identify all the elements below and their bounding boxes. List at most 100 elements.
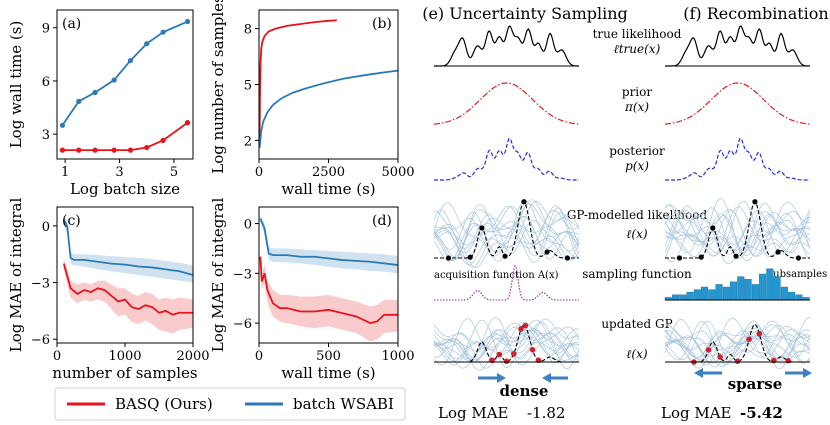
title-uncertainty-sampling: (e) Uncertainty Sampling bbox=[422, 4, 628, 23]
math-posterior: p(x) bbox=[625, 159, 649, 173]
ytick-label-c: −6 bbox=[31, 333, 50, 348]
panel-tag-b: (b) bbox=[372, 16, 392, 32]
gp-observation-left bbox=[544, 249, 550, 255]
true-likelihood-curve-left bbox=[434, 25, 579, 67]
label-posterior: posterior bbox=[609, 144, 665, 158]
new-sample-right bbox=[756, 330, 763, 337]
math-prior: π(x) bbox=[624, 100, 649, 114]
dense-arrows bbox=[478, 373, 568, 383]
ytick-label-a: 3 bbox=[42, 128, 50, 143]
new-sample-left bbox=[522, 322, 529, 329]
xtick-label-d: 0 bbox=[255, 349, 263, 364]
gp-observation-left bbox=[467, 254, 473, 260]
gp-observation-right bbox=[752, 199, 758, 205]
legend-basq-label: BASQ (Ours) bbox=[115, 395, 213, 413]
subsample-hist-bar bbox=[715, 284, 723, 301]
series-basq-d bbox=[259, 256, 398, 325]
point-basq-a bbox=[144, 144, 150, 151]
gp-observation-right bbox=[733, 253, 739, 259]
band-basq-d bbox=[260, 250, 398, 342]
xtick-label-c: 2000 bbox=[176, 349, 209, 364]
point-basq-a bbox=[184, 120, 191, 126]
gp-observation-left bbox=[564, 255, 571, 261]
series-basq-c bbox=[62, 263, 193, 316]
gp-observation-left bbox=[521, 199, 527, 205]
illustration-right bbox=[664, 25, 811, 370]
gp-observation-right bbox=[775, 249, 781, 255]
legend: BASQ (Ours) batch WSABI bbox=[54, 387, 406, 421]
xtick-label-b: 0 bbox=[255, 165, 263, 180]
series-wsabi-b bbox=[259, 69, 398, 148]
acquisition-curve-left bbox=[434, 264, 579, 301]
ytick-label-b: 5 bbox=[244, 79, 252, 94]
ytick-label-b: 2 bbox=[244, 134, 252, 149]
subsample-hist-bar bbox=[693, 289, 701, 301]
xtick-label-b: 2500 bbox=[312, 165, 345, 180]
gp-observation-left bbox=[445, 255, 452, 261]
subsample-hist-bar bbox=[795, 294, 803, 301]
gp-samples-left bbox=[433, 199, 580, 268]
new-sample-left bbox=[518, 326, 524, 332]
sparse-arrows bbox=[694, 368, 812, 378]
new-sample-right bbox=[746, 336, 752, 343]
mae-value-left: -1.82 bbox=[527, 404, 565, 422]
plot-area-c bbox=[62, 216, 193, 334]
series-wsabi-d bbox=[259, 218, 398, 266]
subsample-hist-bar bbox=[722, 286, 730, 301]
subsample-hist-bar bbox=[701, 286, 709, 301]
subsample-hist-bar bbox=[679, 294, 687, 301]
true-likelihood-curve-right bbox=[665, 25, 810, 67]
subsample-hist-bar bbox=[766, 268, 774, 301]
label-true-likelihood: true likelihood bbox=[593, 27, 682, 41]
updated-gp-samples-left bbox=[433, 317, 580, 371]
new-sample-left bbox=[503, 358, 510, 365]
xlabel-a: Log batch size bbox=[70, 180, 180, 198]
ylabel-a: Log wall time (s) bbox=[7, 21, 25, 149]
series-basq-b bbox=[259, 19, 337, 141]
subsample-hist-bar bbox=[788, 292, 796, 301]
ytick-label-c: 0 bbox=[42, 220, 50, 235]
row-labels: true likelihood ℓtrue(x) prior π(x) post… bbox=[567, 27, 708, 361]
plot-area-b bbox=[259, 19, 398, 148]
band-wsabi-c bbox=[63, 216, 193, 283]
gp-observation-right bbox=[795, 255, 802, 261]
gp-observation-left bbox=[502, 253, 508, 259]
point-basq-a bbox=[59, 147, 66, 153]
new-sample-left bbox=[510, 351, 517, 357]
posterior-curve-right bbox=[665, 137, 810, 181]
sparse-label: sparse bbox=[728, 375, 783, 393]
label-updated-gp: updated GP bbox=[601, 317, 672, 331]
point-basq-a bbox=[160, 137, 166, 143]
ylabel-b: Log number of samples bbox=[209, 0, 227, 174]
ytick-label-c: −3 bbox=[31, 277, 50, 292]
subsample-hist-bar bbox=[780, 286, 788, 301]
xtick-label-d: 500 bbox=[316, 349, 341, 364]
ylabel-c: Log MAE of integral bbox=[7, 198, 25, 353]
subsample-hist-bar bbox=[751, 284, 759, 301]
chart-panels: 1 3 5 3 6 9 (a) Log batch size Log wall time (s)… bbox=[7, 0, 415, 382]
axes-frame-b bbox=[258, 9, 399, 160]
axes-frame-a bbox=[56, 9, 194, 160]
xtick-label-d: 1000 bbox=[381, 349, 414, 364]
point-wsabi-a bbox=[92, 89, 98, 96]
mae-label-right: Log MAE bbox=[661, 404, 732, 422]
band-basq-c bbox=[63, 258, 193, 334]
xtick-label-b: 5000 bbox=[381, 165, 414, 180]
subsample-hist-bar bbox=[730, 281, 738, 301]
mae-value-right: -5.42 bbox=[740, 404, 783, 422]
new-sample-right bbox=[734, 358, 741, 365]
xtick-label-a: 3 bbox=[115, 165, 123, 180]
new-sample-right bbox=[785, 357, 792, 364]
posterior-curve-left bbox=[434, 137, 579, 181]
prior-curve-left bbox=[433, 82, 580, 125]
new-sample-right bbox=[770, 357, 777, 364]
new-sample-right bbox=[705, 347, 712, 353]
legend-wsabi-label: batch WSABI bbox=[293, 395, 394, 413]
point-wsabi-a bbox=[111, 77, 117, 83]
subsample-hist-bar bbox=[708, 289, 716, 301]
subsample-hist-bar bbox=[737, 276, 745, 301]
band-wsabi-d bbox=[260, 215, 398, 274]
panel-tag-d: (d) bbox=[372, 213, 392, 229]
point-wsabi-a bbox=[127, 57, 134, 64]
dense-label: dense bbox=[500, 382, 549, 400]
